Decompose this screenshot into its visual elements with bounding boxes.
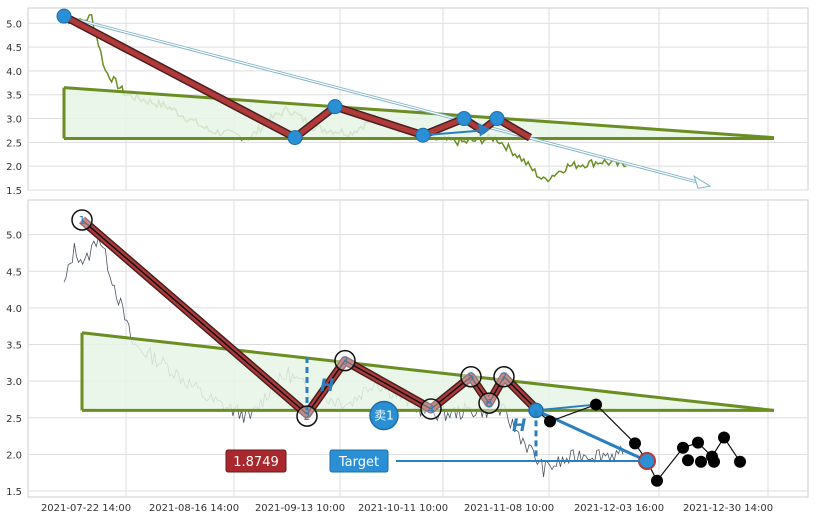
top-wave-node-1 (287, 130, 303, 146)
forecast-retest-line (535, 403, 597, 412)
trend-arrow-shaft-inner (63, 15, 699, 183)
bottom-wave-node-4 (420, 398, 442, 420)
target-label: Target (338, 455, 379, 470)
forecast-dot-11 (734, 455, 746, 468)
bottom-wave-label-4: 4 (428, 403, 435, 416)
bottom-y-tick-labels: 1.5 2.0 2.5 3.0 3.5 4.0 4.5 5.0 (6, 231, 22, 498)
top-y-tick-3: 3.0 (6, 115, 22, 126)
top-trend-arrow (63, 14, 712, 189)
bottom-y-tick-7: 5.0 (6, 231, 22, 242)
top-y-tick-6: 4.5 (6, 43, 22, 54)
bottom-wave-node-1 (71, 209, 93, 231)
bottom-wave-label-6: 6 (486, 397, 493, 410)
bottom-wave-label-3: 3 (342, 355, 349, 368)
sell-marker-label: 卖1 (374, 409, 394, 423)
forecast-dot-3 (651, 474, 663, 487)
top-triangle-upper (63, 86, 775, 140)
bottom-wave-label-1: 1 (79, 214, 86, 227)
top-gridlines (28, 8, 808, 191)
top-y-tick-7: 5.0 (6, 19, 22, 30)
trend-arrow-head (693, 175, 712, 189)
forecast-dot-7 (695, 455, 707, 468)
top-y-tick-1: 2.0 (6, 162, 22, 173)
forecast-dot-9 (708, 455, 720, 468)
bottom-wave-node-5 (460, 365, 482, 388)
bottom-wave-core (81, 219, 537, 415)
top-wave-node-4 (456, 111, 472, 127)
forecast-dot-10 (718, 431, 730, 444)
top-wave-node-0 (56, 8, 72, 24)
bottom-wave-node-7 (493, 365, 515, 388)
h-marker-label-2: H (512, 416, 526, 436)
top-wave-pattern (56, 8, 533, 146)
x-tick-0: 2021-07-22 14:00 (41, 503, 131, 514)
target-box (329, 449, 389, 473)
x-tick-3: 2021-10-11 10:00 (358, 503, 448, 514)
forecast-dot-6 (692, 436, 704, 449)
bottom-wave-node-6 (478, 392, 500, 414)
forecast-dot-0 (544, 415, 556, 428)
bottom-forecast (528, 398, 746, 487)
forecast-dot-1 (590, 398, 602, 411)
bottom-triangle-upper (81, 331, 775, 412)
bottom-y-tick-4: 3.5 (6, 341, 22, 352)
top-y-tick-labels: 1.5 2.0 2.5 3.0 3.5 4.0 4.5 5.0 (6, 19, 22, 197)
bottom-wave-label-2: 2 (304, 410, 311, 423)
bottom-y-tick-1: 2.0 (6, 450, 22, 461)
top-wave-node-5 (489, 111, 505, 127)
top-wave-node-3 (415, 127, 431, 143)
bottom-y-tick-0: 1.5 (6, 487, 22, 498)
bottom-wave-label-5: 5 (468, 371, 475, 384)
bottom-panel: 1.5 2.0 2.5 3.0 3.5 4.0 4.5 5.0 1 2 3 4 567 H H 卖1 1.8… (6, 199, 809, 498)
bottom-wave-label-7: 7 (501, 371, 508, 384)
top-y-tick-0: 1.5 (6, 186, 22, 197)
forecast-dot-4 (677, 441, 689, 454)
top-panel: 1.5 2.0 2.5 3.0 3.5 4.0 4.5 5.0 (6, 7, 809, 197)
x-tick-1: 2021-08-16 14:00 (149, 503, 239, 514)
x-tick-4: 2021-11-08 10:00 (464, 503, 554, 514)
bottom-y-tick-2: 2.5 (6, 414, 22, 425)
sell-marker (369, 400, 399, 431)
x-tick-labels: 2021-07-22 14:00 2021-08-16 14:00 2021-09-… (41, 503, 773, 514)
top-wave-arrow (422, 129, 483, 137)
bottom-wave-pattern: 1 2 3 4 567 (71, 209, 540, 427)
bottom-wave-node-3 (334, 349, 356, 372)
bottom-wave-node-2 (296, 405, 318, 427)
bottom-y-tick-5: 4.0 (6, 304, 22, 315)
x-tick-2: 2021-09-13 10:00 (255, 503, 345, 514)
stop-box (225, 449, 287, 473)
x-tick-5: 2021-12-03 16:00 (574, 503, 664, 514)
bottom-y-tick-3: 3.0 (6, 377, 22, 388)
stop-label: 1.8749 (233, 455, 279, 470)
target-node (638, 451, 656, 470)
forecast-dot-5 (682, 454, 694, 467)
top-y-tick-2: 2.5 (6, 138, 22, 149)
x-tick-6: 2021-12-30 14:00 (683, 503, 773, 514)
h-marker-label-1: H (320, 376, 334, 396)
forecast-dot-2 (629, 437, 641, 450)
top-wave-arrowhead (478, 123, 490, 137)
top-wave-node-2 (327, 99, 343, 115)
bottom-annotations: H H 卖1 1.8749 Target (225, 356, 640, 473)
bottom-y-tick-6: 4.5 (6, 267, 22, 278)
top-y-tick-4: 3.5 (6, 91, 22, 102)
top-y-tick-5: 4.0 (6, 67, 22, 78)
